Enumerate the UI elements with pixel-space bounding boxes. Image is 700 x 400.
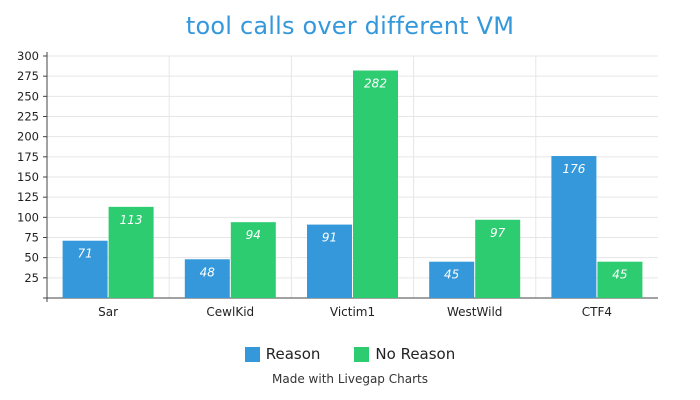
chart-credit[interactable]: Made with Livegap Charts (272, 372, 428, 386)
y-tick-label: 250 (17, 89, 39, 103)
bar-reason (184, 259, 230, 298)
chart-legend: Reason No Reason (0, 345, 700, 363)
y-tick-label: 50 (24, 251, 39, 265)
x-tick-label: CTF4 (582, 305, 612, 319)
legend-swatch-no-reason (354, 346, 370, 362)
y-tick-label: 200 (17, 130, 39, 144)
bar-no-reason (597, 261, 643, 298)
y-tick-label: 100 (17, 210, 39, 224)
legend-label-reason: Reason (265, 345, 321, 363)
y-tick-label: 275 (17, 69, 39, 83)
bar-value-label: 48 (200, 265, 216, 279)
x-tick-label: Sar (98, 305, 118, 319)
bar-no-reason (230, 222, 276, 298)
y-tick-label: 25 (24, 271, 39, 285)
legend-label-no-reason: No Reason (375, 345, 456, 363)
bar-value-label: 91 (322, 231, 337, 245)
y-tick-label: 150 (17, 170, 39, 184)
bar-reason (429, 261, 475, 298)
bar-no-reason (108, 206, 154, 298)
y-tick-label: 225 (17, 110, 39, 124)
bar-reason (551, 156, 597, 298)
bar-value-label: 45 (612, 268, 627, 282)
bar-value-label: 94 (246, 228, 261, 242)
x-tick-label: Victim1 (330, 305, 375, 319)
bar-no-reason (475, 219, 521, 298)
bar-value-label: 113 (120, 213, 143, 227)
legend-item-reason[interactable]: Reason (244, 345, 321, 363)
bar-value-label: 45 (444, 268, 459, 282)
bar-value-label: 176 (562, 162, 585, 176)
bar-reason (307, 224, 352, 298)
bar-no-reason (353, 70, 398, 299)
y-tick-label: 75 (24, 231, 39, 245)
legend-item-no-reason[interactable]: No Reason (354, 345, 455, 363)
chart-title: tool calls over different VM (185, 12, 515, 40)
legend-swatch-reason (244, 346, 260, 362)
bar-value-label: 282 (364, 77, 387, 91)
y-tick-label: 300 (17, 49, 39, 63)
y-tick-label: 125 (17, 190, 39, 204)
bar-reason (62, 240, 108, 298)
x-tick-label: WestWild (447, 305, 502, 319)
bar-value-label: 97 (490, 226, 506, 240)
y-tick-label: 175 (17, 150, 39, 164)
x-tick-label: CewlKid (206, 305, 254, 319)
bar-value-label: 71 (77, 247, 92, 261)
